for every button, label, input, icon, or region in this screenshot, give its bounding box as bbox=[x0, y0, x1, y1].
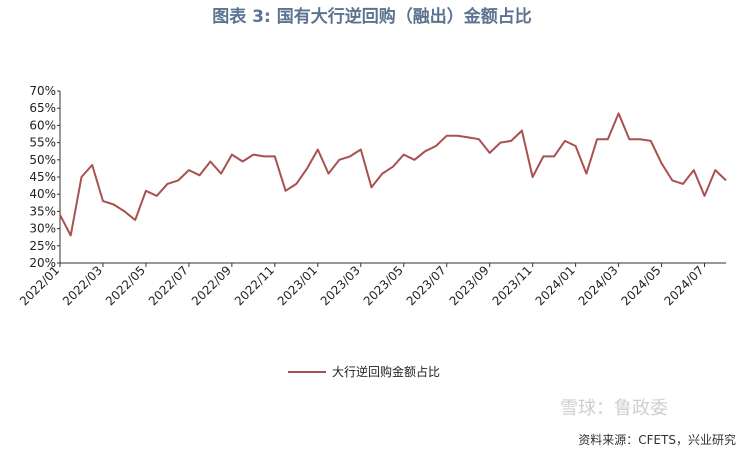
x-tick-label: 2023/07 bbox=[404, 263, 449, 308]
legend-label: 大行逆回购金额占比 bbox=[332, 364, 440, 379]
x-tick-label: 2023/11 bbox=[490, 263, 535, 308]
x-tick-label: 2024/03 bbox=[576, 263, 621, 308]
y-tick-label: 25% bbox=[29, 239, 56, 253]
x-tick-label: 2022/09 bbox=[189, 263, 234, 308]
y-tick-label: 65% bbox=[29, 101, 56, 115]
x-tick-label: 2023/01 bbox=[275, 263, 320, 308]
x-tick-label: 2022/03 bbox=[60, 263, 105, 308]
watermark: 雪球：鲁政委 bbox=[560, 398, 668, 419]
line-series bbox=[59, 112, 727, 237]
x-tick-label: 2023/09 bbox=[447, 263, 492, 308]
y-tick-label: 50% bbox=[29, 153, 56, 167]
y-tick-label: 30% bbox=[29, 222, 56, 236]
x-tick-label: 2022/07 bbox=[146, 263, 191, 308]
y-tick-label: 40% bbox=[29, 187, 56, 201]
x-tick-label: 2023/03 bbox=[318, 263, 363, 308]
y-tick-label: 20% bbox=[29, 256, 56, 270]
y-tick-label: 45% bbox=[29, 170, 56, 184]
y-tick-label: 55% bbox=[29, 136, 56, 150]
x-tick-label: 2022/11 bbox=[232, 263, 277, 308]
chart-title: 图表 3: 国有大行逆回购（融出）金额占比 bbox=[212, 6, 531, 27]
y-tick-label: 35% bbox=[29, 204, 56, 218]
source: 资料来源：CFETS，兴业研究 bbox=[578, 432, 736, 447]
x-tick-label: 2024/01 bbox=[533, 263, 578, 308]
y-tick-label: 60% bbox=[29, 118, 56, 132]
x-tick-label: 2024/05 bbox=[619, 263, 664, 308]
x-tick-label: 2022/05 bbox=[103, 263, 148, 308]
x-tick-label: 2024/07 bbox=[661, 263, 706, 308]
y-tick-label: 70% bbox=[29, 84, 56, 98]
x-tick-label: 2023/05 bbox=[361, 263, 406, 308]
